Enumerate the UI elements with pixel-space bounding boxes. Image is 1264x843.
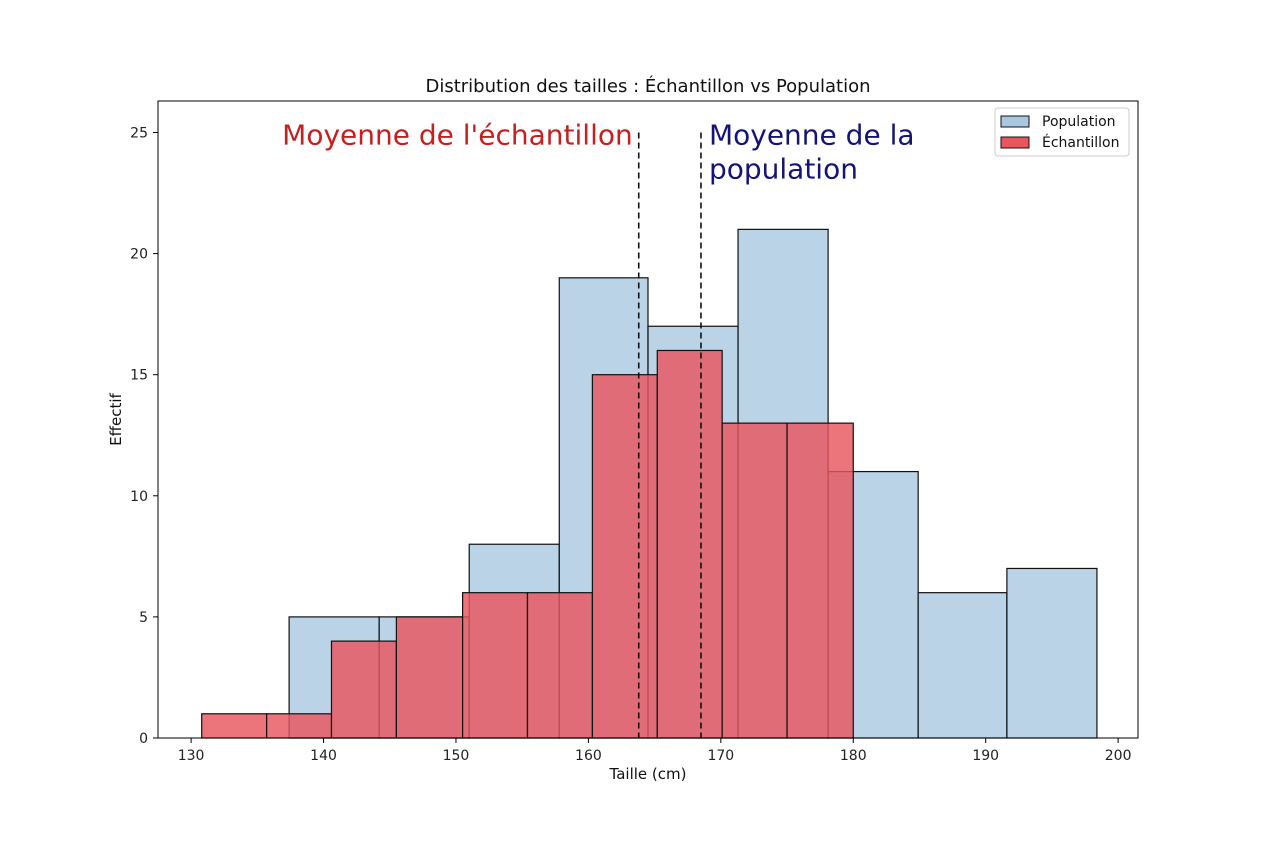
bar-echantillon-4 — [461, 592, 529, 739]
bar-echantillon-1 — [265, 713, 333, 739]
y-tick-label: 10 — [130, 489, 148, 505]
population-mean-annotation: Moyenne de la population — [709, 119, 923, 186]
y-tick-label: 20 — [130, 247, 148, 263]
y-tick-label: 0 — [139, 731, 148, 747]
plot-frame — [157, 100, 1139, 739]
bar-population-8 — [1006, 567, 1098, 739]
legend-label-population: Population — [1042, 114, 1116, 130]
bar-echantillon-9 — [786, 422, 854, 739]
x-tick-label: 190 — [972, 748, 999, 764]
bar-echantillon-2 — [330, 640, 397, 739]
bar-echantillon-0 — [201, 713, 268, 739]
x-tick-label: 150 — [443, 748, 470, 764]
mean-lines-layer — [637, 132, 702, 738]
legend-label-echantillon: Échantillon — [1042, 134, 1119, 151]
y-tick-label: 5 — [139, 610, 148, 626]
y-tick-label: 25 — [130, 125, 148, 141]
bar-echantillon-7 — [656, 349, 723, 739]
legend-swatch-echantillon — [1000, 136, 1030, 149]
y-axis-title: Effectif — [107, 392, 125, 445]
bar-echantillon-8 — [721, 422, 788, 739]
x-axis-title: Taille (cm) — [609, 765, 687, 783]
population-mean-annotation-line-1: Moyenne de la — [709, 119, 915, 152]
axis-ticks: 130 140 150 160 170 180 190 200 0 5 10 15 20 25 — [130, 125, 1131, 764]
legend-swatch-population — [1000, 115, 1030, 128]
bar-population-7 — [917, 592, 1008, 739]
chart-title: Distribution des tailles : Échantillon v… — [425, 75, 870, 97]
bar-echantillon-6 — [591, 374, 658, 739]
sample-mean-annotation: Moyenne de l'échantillon — [282, 119, 633, 152]
x-tick-label: 180 — [840, 748, 867, 764]
population-mean-annotation-line-2: population — [709, 153, 858, 186]
bar-echantillon-5 — [526, 592, 593, 739]
legend: Population Échantillon — [994, 107, 1130, 157]
bar-echantillon-3 — [395, 616, 464, 739]
x-tick-label: 170 — [707, 748, 734, 764]
bars-layer — [201, 228, 1098, 739]
y-tick-label: 15 — [130, 368, 148, 384]
x-tick-label: 200 — [1105, 748, 1132, 764]
x-tick-label: 130 — [178, 748, 205, 764]
x-tick-label: 140 — [310, 748, 337, 764]
x-tick-label: 160 — [575, 748, 602, 764]
